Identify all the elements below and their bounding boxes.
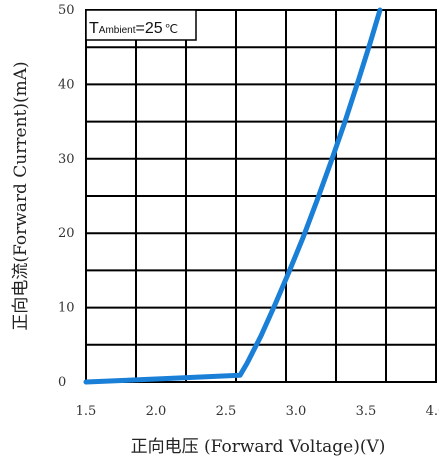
x-tick-label: 2.5 <box>216 404 237 419</box>
x-tick-label: 3.0 <box>286 404 307 419</box>
y-tick-label: 0 <box>58 375 66 390</box>
plot-frame <box>85 9 437 383</box>
annotation-symbol: T <box>89 20 99 37</box>
y-tick-labels: 0 10 20 30 40 50 <box>58 3 75 390</box>
y-tick-label: 20 <box>58 226 75 241</box>
y-axis-title: 正向电流(Forward Current)(mA) <box>11 61 31 330</box>
annotation-value: =25 <box>135 20 162 37</box>
y-tick-label: 30 <box>58 152 75 167</box>
y-tick-label: 40 <box>58 77 75 92</box>
x-tick-label: 3.5 <box>356 404 377 419</box>
series-line <box>83 7 383 385</box>
y-tick-label: 50 <box>58 3 75 18</box>
y-tick-label: 10 <box>58 301 75 316</box>
x-tick-label: 2.0 <box>146 404 167 419</box>
grid <box>86 10 436 382</box>
ambient-temperature-annotation: TAmbient=25 ℃ <box>89 20 178 37</box>
x-tick-labels: 1.5 2.0 2.5 3.0 3.5 4.0 <box>76 404 439 419</box>
x-tick-label: 1.5 <box>76 404 97 419</box>
annotation-box <box>85 9 197 41</box>
x-tick-label: 4.0 <box>426 404 439 419</box>
annotation-unit: ℃ <box>165 22 178 36</box>
x-axis-title: 正向电压 (Forward Voltage)(V) <box>131 437 386 457</box>
annotation-subscript: Ambient <box>99 25 136 36</box>
